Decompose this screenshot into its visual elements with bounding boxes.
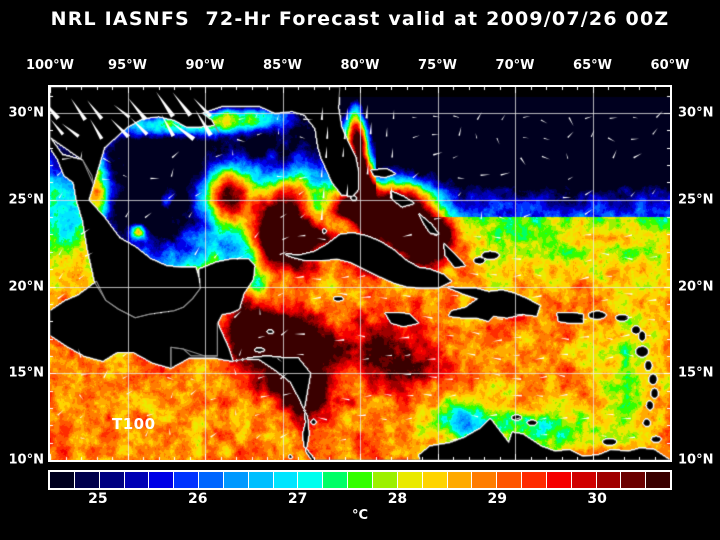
colorbar-segment xyxy=(596,472,622,488)
lat-tick-label-right: 10°N xyxy=(678,452,714,468)
colorbar-ticks: 25 26 27 28 29 30 xyxy=(48,491,672,509)
colorbar-segment xyxy=(323,472,349,488)
colorbar-tick-label: 27 xyxy=(287,491,308,507)
lon-tick-label: 100°W xyxy=(26,58,74,73)
colorbar-segment xyxy=(397,472,423,488)
colorbar-segment xyxy=(99,472,125,488)
colorbar-tick-label: 29 xyxy=(487,491,508,507)
lat-tick-label-left: 15°N xyxy=(8,365,44,381)
latitude-axis-right: 30°N 25°N 20°N 15°N 10°N xyxy=(678,85,720,468)
colorbar-segment xyxy=(223,472,249,488)
lon-tick-label: 90°W xyxy=(185,58,225,73)
colorbar-segment xyxy=(472,472,498,488)
map-clip: T100 xyxy=(50,87,670,460)
lat-tick-label-left: 25°N xyxy=(8,192,44,208)
colorbar-unit-label: °C xyxy=(351,508,369,523)
lon-tick-label: 65°W xyxy=(573,58,612,73)
figure-title: NRL IASNFS 72-Hr Forecast valid at 2009/… xyxy=(50,8,670,30)
colorbar-tick-label: 26 xyxy=(188,491,208,507)
colorbar-segment xyxy=(522,472,547,488)
lon-tick-label: 95°W xyxy=(108,58,147,73)
colorbar-segment xyxy=(273,472,299,488)
colorbar-segment xyxy=(646,472,671,488)
lat-tick-label-right: 20°N xyxy=(678,279,714,294)
colorbar-segment xyxy=(571,472,597,488)
colorbar-segment xyxy=(422,472,448,488)
lon-tick-label: 75°W xyxy=(418,58,457,73)
colorbar-segment xyxy=(372,472,398,488)
lon-tick-label: 70°W xyxy=(495,58,535,73)
latitude-axis-left: 30°N 25°N 20°N 15°N 10°N xyxy=(0,85,44,468)
colorbar-tick-label: 25 xyxy=(88,491,108,507)
lat-tick-label-left: 10°N xyxy=(8,452,44,468)
colorbar-segment xyxy=(50,472,75,488)
lon-tick-label: 60°W xyxy=(650,58,690,73)
colorbar-tick-label: 28 xyxy=(387,491,408,507)
colorbar-segment xyxy=(497,472,523,488)
lon-tick-label: 80°W xyxy=(340,58,380,73)
lat-tick-label-right: 30°N xyxy=(678,105,714,121)
lat-tick-label-right: 15°N xyxy=(678,365,714,381)
colorbar-segment xyxy=(149,472,175,488)
colorbar-segment xyxy=(248,472,274,488)
colorbar-segment xyxy=(199,472,224,488)
colorbar-segment xyxy=(621,472,647,488)
lat-tick-label-left: 20°N xyxy=(8,279,44,294)
lon-tick-label: 85°W xyxy=(263,58,302,73)
colorbar-segment xyxy=(124,472,150,488)
colorbar-segment xyxy=(298,472,324,488)
colorbar-segment xyxy=(546,472,572,488)
map-panel[interactable]: T100 xyxy=(48,85,672,462)
graticule-layer xyxy=(50,87,670,460)
colorbar-segment xyxy=(174,472,200,488)
t100-label: T100 xyxy=(112,414,156,433)
colorbar[interactable] xyxy=(48,470,672,490)
colorbar-segment xyxy=(74,472,100,488)
colorbar-segment xyxy=(348,472,373,488)
lat-tick-label-right: 25°N xyxy=(678,192,714,208)
colorbar-tick-label: 30 xyxy=(587,491,607,507)
lat-tick-label-left: 30°N xyxy=(8,105,44,121)
colorbar-segment xyxy=(447,472,473,488)
